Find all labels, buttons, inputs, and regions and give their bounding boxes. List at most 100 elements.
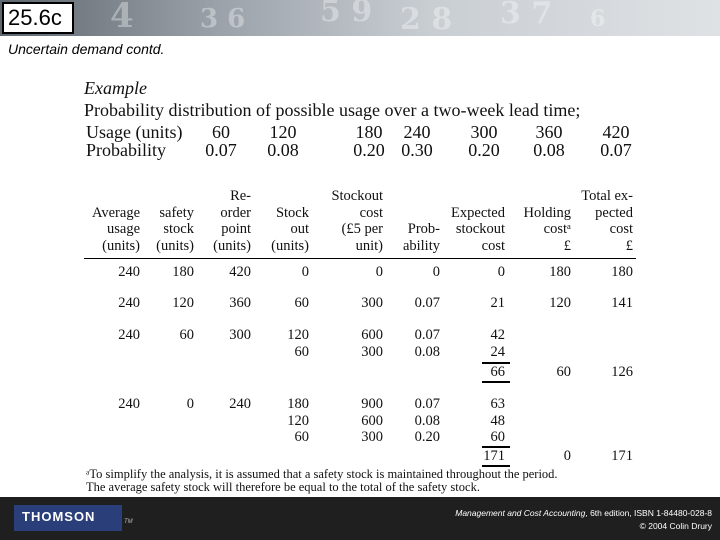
example-block: Example Probability distribution of poss… xyxy=(84,78,640,162)
probability-value: 0.07 xyxy=(600,140,632,160)
safety-stock-cell: 60 xyxy=(179,327,195,343)
usage-value: 360 xyxy=(535,122,563,142)
column-header: Average usage (units) xyxy=(91,204,140,254)
banner-decoration: 6 xyxy=(590,6,606,32)
thomson-logo: THOMSON TM xyxy=(14,505,133,531)
total-cost-cell: 171 xyxy=(611,447,633,464)
holding-cost-cell: 120 xyxy=(549,295,571,311)
reorder-point-cell: 360 xyxy=(229,295,251,311)
expected-cost-cell: 60 xyxy=(490,429,506,445)
column-header: safety stock (units) xyxy=(156,204,194,254)
book-title: Management and Cost Accounting xyxy=(455,508,586,518)
probability-cell: 0.07 xyxy=(414,327,440,343)
holding-cost-cell: 60 xyxy=(556,364,572,380)
expected-cost-cell: 0 xyxy=(497,264,505,280)
stock-out-cell: 180 xyxy=(287,396,309,412)
footer-credit: Management and Cost Accounting, 6th edit… xyxy=(455,507,712,533)
usage-value: 60 xyxy=(212,122,230,142)
stockout-cost-cell: 300 xyxy=(361,429,383,445)
usage-value: 240 xyxy=(403,122,431,142)
footnote: ᵃTo simplify the analysis, it is assumed… xyxy=(86,468,558,494)
expected-cost-cell: 48 xyxy=(490,412,506,429)
usage-label: Usage (units) xyxy=(86,122,183,142)
usage-value: 180 xyxy=(355,122,383,142)
logo-text: THOMSON xyxy=(22,509,96,524)
stockout-cost-cell: 300 xyxy=(361,343,383,360)
safety-stock-cell: 180 xyxy=(172,264,194,280)
usage-value: 420 xyxy=(602,122,630,142)
column-header: Stock out (units) xyxy=(271,204,309,254)
probability-cell: 0.20 xyxy=(414,429,440,445)
expected-cost-cell: 21 xyxy=(490,295,506,311)
banner-decoration: 3 6 xyxy=(200,4,246,34)
trademark: TM xyxy=(124,519,133,525)
column-header: Expected stockout cost xyxy=(451,204,505,254)
book-edition: , 6th edition, ISBN 1-84480-028-8 xyxy=(585,508,712,518)
stockout-cost-cell: 0 xyxy=(375,264,383,280)
footnote-line-1: ᵃTo simplify the analysis, it is assumed… xyxy=(86,467,558,481)
probability-cell: 0.07 xyxy=(414,396,440,412)
stock-out-cell: 60 xyxy=(294,429,310,445)
banner-decoration: 2 8 xyxy=(400,2,453,36)
column-header: Prob- ability xyxy=(402,221,440,254)
probability-cell: 0.08 xyxy=(414,343,440,360)
column-header: Holding costᵃ £ xyxy=(523,204,571,254)
probability-value: 0.07 xyxy=(205,140,237,160)
total-cost-cell: 126 xyxy=(611,364,633,380)
expected-cost-cell: 63 xyxy=(490,396,506,412)
average-usage-cell: 240 xyxy=(118,396,140,412)
probability-value: 0.20 xyxy=(353,140,385,160)
expected-cost-subtotal: 66 xyxy=(490,364,506,380)
subtotal-rule xyxy=(482,464,510,467)
average-usage-cell: 240 xyxy=(118,295,140,311)
stockout-cost-cell: 900 xyxy=(361,396,383,412)
stock-out-cell: 60 xyxy=(294,343,310,360)
safety-stock-cell: 120 xyxy=(172,295,194,311)
example-title: Probability distribution of possible usa… xyxy=(84,100,581,120)
holding-cost-cell: 0 xyxy=(563,447,571,464)
stockout-cost-cell: 600 xyxy=(361,327,383,343)
subtotal-rule xyxy=(482,445,510,448)
title-banner: 4 3 6 5 9 2 8 3 7 6 xyxy=(0,0,720,36)
probability-cell: 0.08 xyxy=(414,412,440,429)
expected-cost-subtotal: 171 xyxy=(483,447,505,464)
average-usage-cell: 240 xyxy=(118,264,140,280)
stockout-cost-cell: 600 xyxy=(361,412,383,429)
slide-subtitle: Uncertain demand contd. xyxy=(8,41,165,57)
slide-number: 25.6c xyxy=(2,2,74,34)
probability-value: 0.20 xyxy=(468,140,500,160)
header-rule xyxy=(84,258,636,259)
probability-cell: 0.07 xyxy=(414,295,440,311)
subtotal-rule xyxy=(482,362,510,364)
safety-stock-cell: 0 xyxy=(186,396,194,412)
expected-cost-cell: 42 xyxy=(490,327,506,343)
total-cost-cell: 141 xyxy=(611,295,633,311)
reorder-point-cell: 300 xyxy=(229,327,251,343)
stock-out-cell: 60 xyxy=(294,295,310,311)
probability-value: 0.08 xyxy=(533,140,565,160)
stock-out-cell: 0 xyxy=(301,264,309,280)
usage-value: 120 xyxy=(269,122,297,142)
footnote-line-2: The average safety stock will therefore … xyxy=(86,480,480,494)
holding-cost-cell: 180 xyxy=(549,264,571,280)
probability-value: 0.08 xyxy=(267,140,299,160)
reorder-point-cell: 420 xyxy=(229,264,251,280)
banner-decoration: 5 9 xyxy=(320,0,373,29)
usage-value: 300 xyxy=(470,122,498,142)
average-usage-cell: 240 xyxy=(118,327,140,343)
column-header: Total ex- pected cost £ xyxy=(581,188,633,254)
total-cost-cell: 180 xyxy=(611,264,633,280)
stock-out-cell: 120 xyxy=(287,412,309,429)
stockout-cost-cell: 300 xyxy=(361,295,383,311)
expected-cost-cell: 24 xyxy=(490,343,506,360)
column-header: Stockout cost (£5 per unit) xyxy=(331,188,383,254)
distribution-table: Usage (units) Probability 60 120 180 240 300… xyxy=(84,122,640,162)
stock-out-cell: 120 xyxy=(287,327,309,343)
column-header: Re- order point (units) xyxy=(213,188,251,254)
banner-decoration: 4 xyxy=(110,0,134,36)
reorder-point-cell: 240 xyxy=(229,396,251,412)
example-heading: Example xyxy=(84,78,147,98)
subtotal-rule xyxy=(482,381,510,383)
banner-decoration: 3 7 xyxy=(500,0,553,31)
probability-label: Probability xyxy=(86,140,166,160)
